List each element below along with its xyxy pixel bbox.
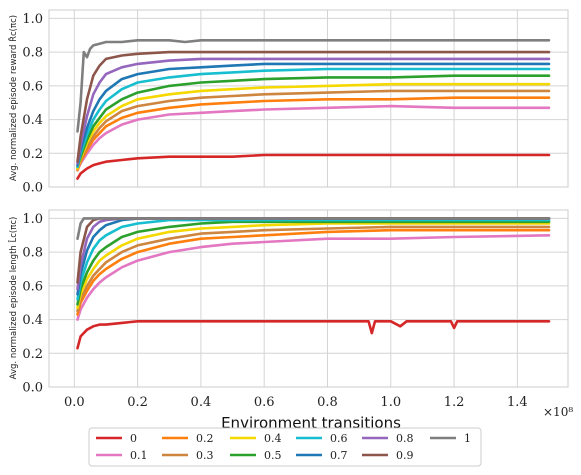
length-y-tick-label: 0.2 <box>22 347 43 362</box>
reward-y-tick-label: 0.8 <box>22 46 43 61</box>
reward-series-0 <box>76 153 551 180</box>
reward-series-0-8 <box>76 57 551 165</box>
reward-series-0-5 <box>76 74 551 169</box>
x-axis-scale-label: ×10⁸ <box>543 405 573 419</box>
reward-series-0-9 <box>76 50 551 163</box>
length-x-tick-label: 1.0 <box>380 395 401 410</box>
legend-entry-label: 0.6 <box>330 432 348 445</box>
length-y-tick-label: 0.0 <box>22 381 43 396</box>
length-series-0-6 <box>76 218 551 301</box>
length-series-0-2 <box>76 228 551 316</box>
length-y-tick-label: 1.0 <box>22 212 43 227</box>
reward-subplot: 0.0 0.2 0.4 0.6 0.8 1.0 <box>22 9 569 196</box>
reward-y-tick-label: 1.0 <box>22 12 43 27</box>
reward-series-0-1 <box>76 104 551 172</box>
reward-series-0-3 <box>76 89 551 170</box>
legend-entry-label: 0.3 <box>196 449 214 462</box>
length-series-0-5 <box>76 220 551 306</box>
legend-entry-label: 1 <box>464 432 471 445</box>
legend-entry-label: 0.2 <box>196 432 214 445</box>
length-x-tick-label: 0.8 <box>317 395 338 410</box>
length-subplot: 0.0 0.2 0.4 0.6 0.8 1.0 0.0 0.2 0.4 0.6 0.8 1.0 1.2 1… <box>22 209 569 410</box>
legend-entry-label: 0.7 <box>330 449 348 462</box>
length-y-axis-label: Avg. normalized episode length L̂ᴄ(πᴄ) <box>7 217 19 380</box>
legend-entry-label: 0.4 <box>264 432 282 445</box>
length-series-0-3 <box>76 225 551 313</box>
length-y-tick-label: 0.4 <box>22 313 43 328</box>
length-x-tick-label: 0.0 <box>64 395 85 410</box>
reward-y-tick-label: 0.2 <box>22 147 43 162</box>
length-x-tick-label: 0.6 <box>254 395 275 410</box>
reward-axes-frame <box>48 9 569 188</box>
length-y-tick-label: 0.6 <box>22 279 43 294</box>
length-x-tick-label: 0.2 <box>127 395 148 410</box>
reward-series-0-6 <box>76 67 551 169</box>
length-x-tick-label: 1.4 <box>507 395 528 410</box>
length-series-0-1 <box>76 234 551 321</box>
reward-series-0-2 <box>76 96 551 172</box>
length-series-0 <box>76 319 551 350</box>
legend-entry-label: 0.9 <box>396 449 414 462</box>
reward-y-tick-label: 0.4 <box>22 113 43 128</box>
legend-box <box>88 427 482 467</box>
reward-series-1 <box>76 38 551 133</box>
length-series-1 <box>76 217 551 240</box>
reward-y-tick-label: 0.6 <box>22 79 43 94</box>
legend-entry-label: 0 <box>130 432 137 445</box>
legend-entry-label: 0.8 <box>396 432 414 445</box>
length-series-0-4 <box>76 222 551 310</box>
length-x-tick-label: 0.4 <box>191 395 212 410</box>
reward-y-tick-label: 0.0 <box>22 181 43 196</box>
reward-y-axis-label: Avg. normalized episode reward R̂ᴄ(πᴄ) <box>7 15 19 181</box>
legend-entry-label: 0.5 <box>264 449 282 462</box>
reward-series-0-7 <box>76 62 551 167</box>
legend: 0 0.1 0.2 0.3 0.4 0.5 0.6 0.7 0.8 0.9 1 <box>88 427 482 467</box>
reward-series-0-4 <box>76 82 551 170</box>
legend-entry-label: 0.1 <box>130 449 148 462</box>
length-axes-frame <box>48 209 569 388</box>
length-y-tick-label: 0.8 <box>22 246 43 261</box>
length-x-tick-label: 1.2 <box>444 395 465 410</box>
